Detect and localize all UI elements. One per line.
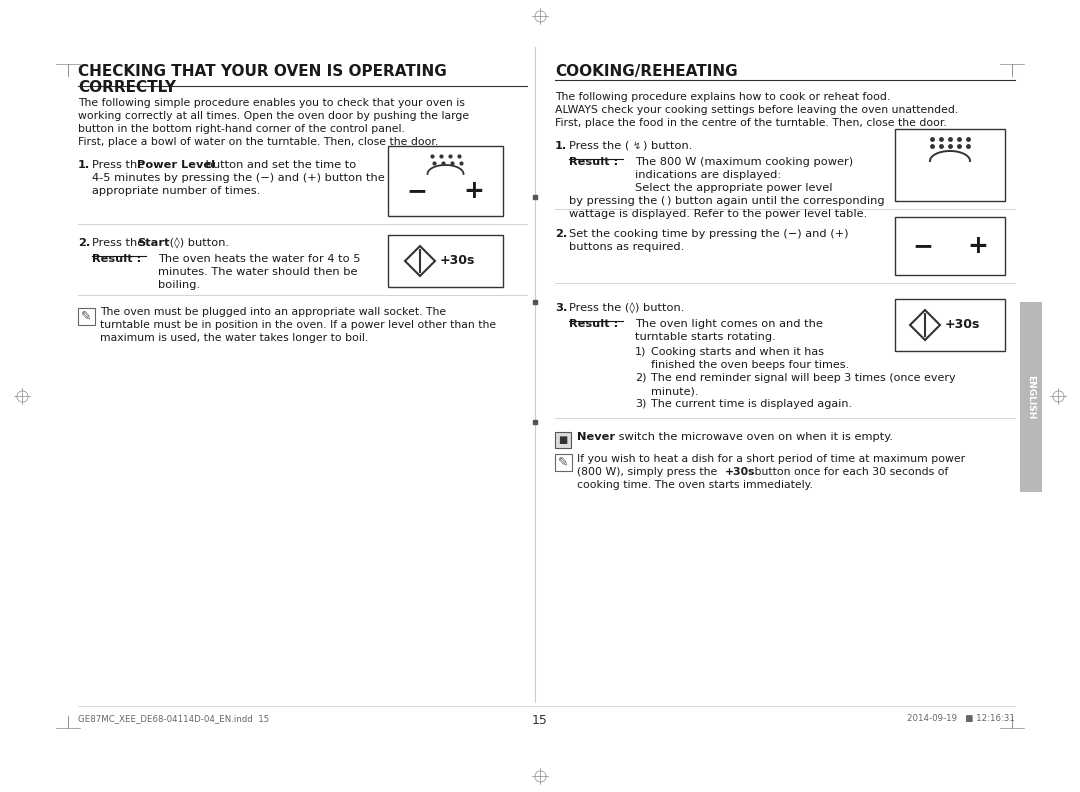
Text: ) button.: ) button. [643,141,692,151]
Text: buttons as required.: buttons as required. [569,242,685,252]
Text: switch the microwave oven on when it is empty.: switch the microwave oven on when it is … [615,432,893,442]
Text: COOKING/REHEATING: COOKING/REHEATING [555,64,738,79]
Text: button once for each 30 seconds of: button once for each 30 seconds of [751,467,948,477]
Bar [895,217,1005,275]
Text: indications are displayed:: indications are displayed: [635,170,781,180]
Text: 1.: 1. [78,160,91,170]
Text: ENGLISH: ENGLISH [1026,375,1036,419]
Text: 2): 2) [635,373,647,383]
Text: The following procedure explains how to cook or reheat food.: The following procedure explains how to … [555,92,890,102]
Bar [388,235,503,287]
Text: First, place a bowl of water on the turntable. Then, close the door.: First, place a bowl of water on the turn… [78,137,438,147]
Text: cooking time. The oven starts immediately.: cooking time. The oven starts immediatel… [577,480,813,490]
Text: Select the appropriate power level: Select the appropriate power level [635,183,833,193]
Text: Power Level: Power Level [137,160,215,170]
Text: Result :: Result : [569,319,618,329]
Text: The end reminder signal will beep 3 times (once every: The end reminder signal will beep 3 time… [651,373,956,383]
Bar [388,146,503,216]
Polygon shape [910,310,940,340]
Text: +30s: +30s [440,253,475,266]
Text: CORRECTLY: CORRECTLY [78,80,176,95]
Text: ■: ■ [558,435,568,445]
Text: (800 W), simply press the: (800 W), simply press the [577,467,720,477]
Text: minutes. The water should then be: minutes. The water should then be [158,267,357,277]
Text: Set the cooking time by pressing the (−) and (+): Set the cooking time by pressing the (−)… [569,229,849,239]
Text: Start: Start [137,238,170,248]
Text: ALWAYS check your cooking settings before leaving the oven unattended.: ALWAYS check your cooking settings befor… [555,105,958,115]
Text: 2.: 2. [555,229,567,239]
Text: ✎: ✎ [558,456,569,469]
Text: The current time is displayed again.: The current time is displayed again. [651,399,852,409]
Text: The oven light comes on and the: The oven light comes on and the [635,319,823,329]
Text: The oven heats the water for 4 to 5: The oven heats the water for 4 to 5 [158,254,361,264]
Text: +30s: +30s [945,318,981,330]
Text: First, place the food in the centre of the turntable. Then, close the door.: First, place the food in the centre of t… [555,118,947,128]
Text: finished the oven beeps four times.: finished the oven beeps four times. [651,360,849,370]
Text: by pressing the (: by pressing the ( [569,196,665,206]
Text: Press the (: Press the ( [569,141,630,151]
Bar [555,454,572,471]
Text: +: + [967,234,988,258]
Text: Press the (◊) button.: Press the (◊) button. [569,303,685,314]
Text: The oven must be plugged into an appropriate wall socket. The: The oven must be plugged into an appropr… [100,307,446,317]
Text: 2014-09-19   ■ 12:16:31: 2014-09-19 ■ 12:16:31 [907,714,1015,723]
Text: appropriate number of times.: appropriate number of times. [92,186,260,196]
Text: 3): 3) [635,399,646,409]
Text: ↯: ↯ [633,141,642,151]
Text: 2.: 2. [78,238,91,248]
Text: −: − [406,179,428,203]
Text: turntable starts rotating.: turntable starts rotating. [635,332,775,342]
Text: Result :: Result : [569,157,618,167]
Text: 1): 1) [635,347,646,357]
Text: 4-5 minutes by pressing the (−) and (+) button the: 4-5 minutes by pressing the (−) and (+) … [92,173,384,183]
Text: +: + [463,179,485,203]
Text: ) button again until the corresponding: ) button again until the corresponding [667,196,885,206]
Text: 3.: 3. [555,303,567,313]
Text: Cooking starts and when it has: Cooking starts and when it has [651,347,824,357]
Text: GE87MC_XEE_DE68-04114D-04_EN.indd  15: GE87MC_XEE_DE68-04114D-04_EN.indd 15 [78,714,269,723]
Bar [555,432,571,448]
Text: Press the: Press the [92,160,148,170]
Text: −: − [912,234,933,258]
Bar [1020,302,1042,492]
Text: wattage is displayed. Refer to the power level table.: wattage is displayed. Refer to the power… [569,209,867,219]
Text: If you wish to heat a dish for a short period of time at maximum power: If you wish to heat a dish for a short p… [577,454,966,464]
Text: button and set the time to: button and set the time to [202,160,356,170]
Text: Press the: Press the [92,238,148,248]
Text: button in the bottom right-hand corner of the control panel.: button in the bottom right-hand corner o… [78,124,405,134]
Text: turntable must be in position in the oven. If a power level other than the: turntable must be in position in the ove… [100,320,496,330]
Text: Never: Never [577,432,616,442]
Text: maximum is used, the water takes longer to boil.: maximum is used, the water takes longer … [100,333,368,343]
Text: (◊) button.: (◊) button. [166,238,229,249]
Bar [895,299,1005,351]
Text: working correctly at all times. Open the oven door by pushing the large: working correctly at all times. Open the… [78,111,469,121]
Bar [78,308,95,325]
Text: Result :: Result : [92,254,141,264]
Text: 1.: 1. [555,141,567,151]
Text: +30s: +30s [725,467,756,477]
Bar [895,129,1005,201]
Text: The following simple procedure enables you to check that your oven is: The following simple procedure enables y… [78,98,464,108]
Text: ✎: ✎ [81,310,92,323]
Text: 15: 15 [532,714,548,727]
Polygon shape [405,246,435,276]
Text: The 800 W (maximum cooking power): The 800 W (maximum cooking power) [635,157,853,167]
Text: minute).: minute). [651,386,699,396]
Text: CHECKING THAT YOUR OVEN IS OPERATING: CHECKING THAT YOUR OVEN IS OPERATING [78,64,447,79]
Text: boiling.: boiling. [158,280,200,290]
